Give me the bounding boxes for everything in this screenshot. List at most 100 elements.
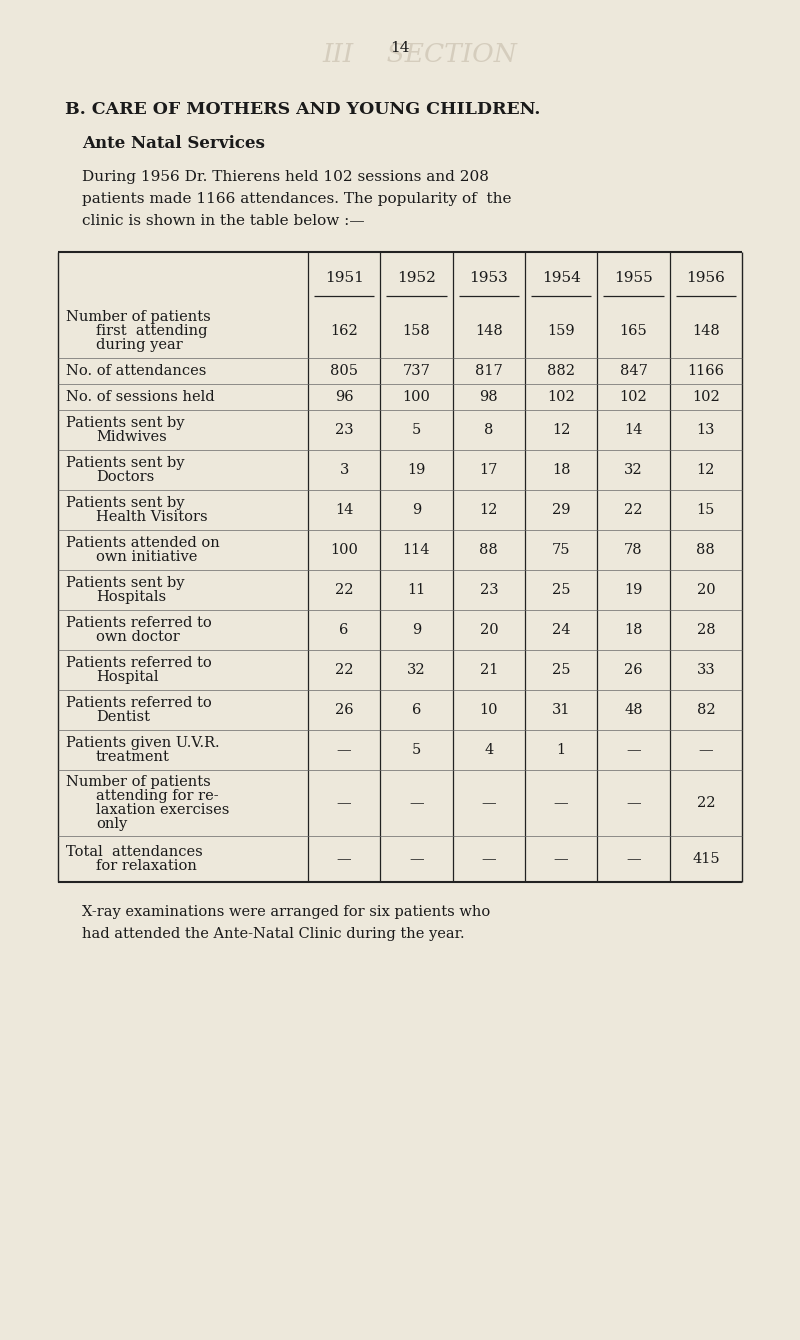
Text: during year: during year: [96, 338, 182, 352]
Text: 11: 11: [407, 583, 426, 598]
Text: 22: 22: [335, 663, 354, 677]
Text: 162: 162: [330, 324, 358, 338]
Text: 165: 165: [620, 324, 647, 338]
Text: 20: 20: [479, 623, 498, 636]
Text: 20: 20: [697, 583, 715, 598]
Text: 5: 5: [412, 742, 421, 757]
Text: No. of attendances: No. of attendances: [66, 364, 206, 378]
Text: 23: 23: [335, 423, 354, 437]
Text: 415: 415: [692, 852, 720, 866]
Text: 75: 75: [552, 543, 570, 557]
Text: Hospital: Hospital: [96, 670, 158, 683]
Text: —: —: [337, 796, 351, 809]
Text: own initiative: own initiative: [96, 549, 198, 564]
Text: 26: 26: [624, 663, 643, 677]
Text: 148: 148: [475, 324, 502, 338]
Text: 148: 148: [692, 324, 720, 338]
Text: 15: 15: [697, 502, 715, 517]
Text: —: —: [626, 742, 641, 757]
Text: 12: 12: [480, 502, 498, 517]
Text: 22: 22: [335, 583, 354, 598]
Text: 22: 22: [624, 502, 642, 517]
Text: 1952: 1952: [397, 271, 436, 285]
Text: Doctors: Doctors: [96, 470, 154, 484]
Text: 25: 25: [552, 583, 570, 598]
Text: —: —: [337, 742, 351, 757]
Text: 19: 19: [407, 464, 426, 477]
Text: 100: 100: [330, 543, 358, 557]
Text: Total  attendances: Total attendances: [66, 846, 202, 859]
Text: 88: 88: [479, 543, 498, 557]
Text: 1166: 1166: [687, 364, 724, 378]
Text: 18: 18: [552, 464, 570, 477]
Text: B. CARE OF MOTHERS AND YOUNG CHILDREN.: B. CARE OF MOTHERS AND YOUNG CHILDREN.: [65, 102, 540, 118]
Text: Ante Natal Services: Ante Natal Services: [82, 134, 265, 151]
Text: 32: 32: [407, 663, 426, 677]
Text: Patients sent by: Patients sent by: [66, 576, 185, 590]
Text: 12: 12: [697, 464, 715, 477]
Text: 78: 78: [624, 543, 643, 557]
Text: —: —: [626, 852, 641, 866]
Text: Patients attended on: Patients attended on: [66, 536, 220, 549]
Text: Patients given U.V.R.: Patients given U.V.R.: [66, 736, 220, 750]
Text: —: —: [482, 852, 496, 866]
Text: 18: 18: [624, 623, 642, 636]
Text: Hospitals: Hospitals: [96, 590, 166, 604]
Text: for relaxation: for relaxation: [96, 859, 197, 872]
Text: had attended the Ante-Natal Clinic during the year.: had attended the Ante-Natal Clinic durin…: [82, 927, 465, 941]
Text: 805: 805: [330, 364, 358, 378]
Text: 847: 847: [619, 364, 647, 378]
Text: treatment: treatment: [96, 750, 170, 764]
Text: 6: 6: [412, 704, 421, 717]
Text: During 1956 Dr. Thierens held 102 sessions and 208: During 1956 Dr. Thierens held 102 sessio…: [82, 170, 489, 184]
Text: 98: 98: [479, 390, 498, 403]
Text: 1951: 1951: [325, 271, 364, 285]
Text: 1954: 1954: [542, 271, 581, 285]
Text: 4: 4: [484, 742, 494, 757]
Text: laxation exercises: laxation exercises: [96, 803, 230, 817]
Text: 3: 3: [339, 464, 349, 477]
Text: 28: 28: [697, 623, 715, 636]
Text: 1953: 1953: [470, 271, 508, 285]
Text: 23: 23: [479, 583, 498, 598]
Text: —: —: [409, 852, 424, 866]
Text: 48: 48: [624, 704, 643, 717]
Text: 19: 19: [624, 583, 642, 598]
Text: 102: 102: [547, 390, 575, 403]
Text: III    SECTION: III SECTION: [322, 43, 518, 67]
Text: X-ray examinations were arranged for six patients who: X-ray examinations were arranged for six…: [82, 905, 490, 919]
Text: —: —: [554, 852, 569, 866]
Text: 10: 10: [479, 704, 498, 717]
Text: 14: 14: [390, 42, 410, 55]
Text: 100: 100: [402, 390, 430, 403]
Text: 32: 32: [624, 464, 643, 477]
Text: only: only: [96, 817, 127, 831]
Text: 22: 22: [697, 796, 715, 809]
Text: —: —: [554, 796, 569, 809]
Text: 1956: 1956: [686, 271, 726, 285]
Text: 33: 33: [697, 663, 715, 677]
Text: 8: 8: [484, 423, 494, 437]
Text: 5: 5: [412, 423, 421, 437]
Text: 9: 9: [412, 502, 421, 517]
Text: Patients sent by: Patients sent by: [66, 456, 185, 470]
Text: —: —: [698, 742, 713, 757]
Text: 26: 26: [335, 704, 354, 717]
Text: —: —: [409, 796, 424, 809]
Text: Dentist: Dentist: [96, 710, 150, 724]
Text: 114: 114: [402, 543, 430, 557]
Text: 31: 31: [552, 704, 570, 717]
Text: Patients referred to: Patients referred to: [66, 695, 212, 710]
Text: 14: 14: [335, 502, 354, 517]
Text: Number of patients: Number of patients: [66, 775, 210, 789]
Text: 102: 102: [692, 390, 720, 403]
Text: No. of sessions held: No. of sessions held: [66, 390, 214, 403]
Text: 25: 25: [552, 663, 570, 677]
Text: 158: 158: [402, 324, 430, 338]
Text: 1955: 1955: [614, 271, 653, 285]
Text: 21: 21: [480, 663, 498, 677]
Text: Midwives: Midwives: [96, 430, 166, 444]
Text: Patients referred to: Patients referred to: [66, 616, 212, 630]
Text: 159: 159: [547, 324, 575, 338]
Text: 82: 82: [697, 704, 715, 717]
